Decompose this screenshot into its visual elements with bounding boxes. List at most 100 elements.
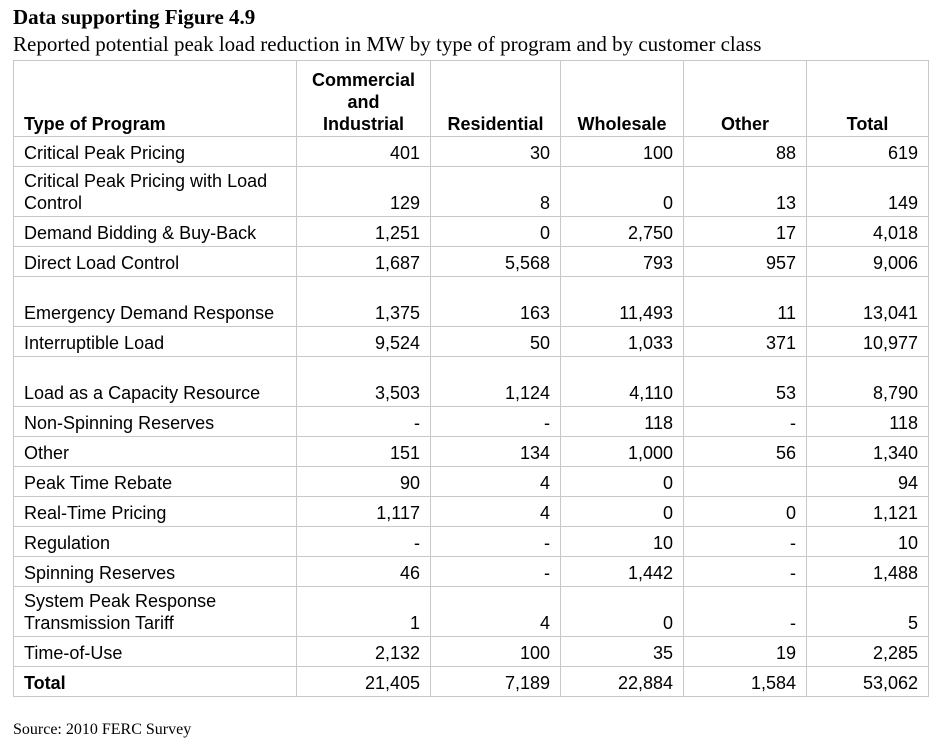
cell-program: Demand Bidding & Buy-Back bbox=[13, 216, 297, 247]
cell-residential: 0 bbox=[430, 216, 561, 247]
cell-wholesale: 0 bbox=[560, 466, 684, 497]
cell-other: - bbox=[683, 586, 807, 637]
table-row: Critical Peak Pricing with Load Control 1… bbox=[13, 166, 929, 217]
cell-program: Emergency Demand Response bbox=[13, 276, 297, 327]
cell-program: Peak Time Rebate bbox=[13, 466, 297, 497]
cell-program: Total bbox=[13, 666, 297, 697]
cell-total: 2,285 bbox=[806, 636, 929, 667]
cell-program: Time-of-Use bbox=[13, 636, 297, 667]
header-other: Other bbox=[683, 60, 807, 137]
table-row: Peak Time Rebate 90 4 0 94 bbox=[13, 466, 929, 497]
source-note: Source: 2010 FERC Survey bbox=[13, 721, 192, 738]
cell-program: Critical Peak Pricing with Load Control bbox=[13, 166, 297, 217]
cell-wholesale: 1,033 bbox=[560, 326, 684, 357]
cell-total: 9,006 bbox=[806, 246, 929, 277]
cell-wholesale: 10 bbox=[560, 526, 684, 557]
cell-other: 1,584 bbox=[683, 666, 807, 697]
cell-other: 19 bbox=[683, 636, 807, 667]
table-row: Interruptible Load 9,524 50 1,033 371 10,977 bbox=[13, 326, 929, 357]
table-row: Real-Time Pricing 1,117 4 0 0 1,121 bbox=[13, 496, 929, 527]
cell-other: - bbox=[683, 526, 807, 557]
cell-program: Non-Spinning Reserves bbox=[13, 406, 297, 437]
cell-program: Real-Time Pricing bbox=[13, 496, 297, 527]
cell-residential: - bbox=[430, 556, 561, 587]
cell-residential: 1,124 bbox=[430, 356, 561, 407]
cell-total: 10,977 bbox=[806, 326, 929, 357]
cell-commercial-industrial: 1,251 bbox=[296, 216, 431, 247]
cell-residential: 163 bbox=[430, 276, 561, 327]
cell-wholesale: 100 bbox=[560, 136, 684, 167]
cell-wholesale: 0 bbox=[560, 586, 684, 637]
cell-total: 619 bbox=[806, 136, 929, 167]
header-row: Type of Program Commercial and Industria… bbox=[13, 60, 929, 137]
cell-other: - bbox=[683, 406, 807, 437]
cell-commercial-industrial: 2,132 bbox=[296, 636, 431, 667]
cell-wholesale: 0 bbox=[560, 166, 684, 217]
cell-residential: 4 bbox=[430, 586, 561, 637]
cell-residential: 4 bbox=[430, 466, 561, 497]
cell-total: 53,062 bbox=[806, 666, 929, 697]
cell-commercial-industrial: 3,503 bbox=[296, 356, 431, 407]
cell-commercial-industrial: 1,117 bbox=[296, 496, 431, 527]
data-table: Type of Program Commercial and Industria… bbox=[13, 60, 929, 697]
cell-other: - bbox=[683, 556, 807, 587]
header-residential: Residential bbox=[430, 60, 561, 137]
cell-total: 149 bbox=[806, 166, 929, 217]
cell-commercial-industrial: - bbox=[296, 526, 431, 557]
cell-commercial-industrial: - bbox=[296, 406, 431, 437]
cell-wholesale: 4,110 bbox=[560, 356, 684, 407]
document-subtitle: Reported potential peak load reduction i… bbox=[13, 32, 762, 56]
cell-wholesale: 22,884 bbox=[560, 666, 684, 697]
cell-total: 94 bbox=[806, 466, 929, 497]
header-type-of-program: Type of Program bbox=[13, 60, 297, 137]
cell-other: 17 bbox=[683, 216, 807, 247]
cell-wholesale: 1,442 bbox=[560, 556, 684, 587]
table-row: Non-Spinning Reserves - -118-118 bbox=[13, 406, 929, 437]
cell-total: 4,018 bbox=[806, 216, 929, 247]
cell-other: 11 bbox=[683, 276, 807, 327]
cell-residential: 30 bbox=[430, 136, 561, 167]
cell-total: 8,790 bbox=[806, 356, 929, 407]
cell-residential: 100 bbox=[430, 636, 561, 667]
cell-other: 88 bbox=[683, 136, 807, 167]
cell-commercial-industrial: 21,405 bbox=[296, 666, 431, 697]
cell-commercial-industrial: 129 bbox=[296, 166, 431, 217]
cell-other bbox=[683, 466, 807, 497]
cell-program: Direct Load Control bbox=[13, 246, 297, 277]
table-row: Load as a Capacity Resource 3,503 1,124 4,1… bbox=[13, 356, 929, 407]
document-title: Data supporting Figure 4.9 bbox=[13, 5, 256, 29]
table-row: Spinning Reserves 46-1,442-1,488 bbox=[13, 556, 929, 587]
cell-other: 371 bbox=[683, 326, 807, 357]
table-row: Emergency Demand Response 1,375 163 11,493 1… bbox=[13, 276, 929, 327]
cell-total: 10 bbox=[806, 526, 929, 557]
cell-total: 1,340 bbox=[806, 436, 929, 467]
total-row: Total 21,405 7,189 22,884 1,584 53,062 bbox=[13, 666, 929, 697]
cell-commercial-industrial: 1,375 bbox=[296, 276, 431, 327]
cell-commercial-industrial: 90 bbox=[296, 466, 431, 497]
cell-program: Interruptible Load bbox=[13, 326, 297, 357]
table-row: Demand Bidding & Buy-Back 1,251 0 2,750 17 4,… bbox=[13, 216, 929, 247]
table-row: Time-of-Use 2,132 100 35 19 2,285 bbox=[13, 636, 929, 667]
cell-residential: 134 bbox=[430, 436, 561, 467]
cell-commercial-industrial: 46 bbox=[296, 556, 431, 587]
cell-total: 1,488 bbox=[806, 556, 929, 587]
cell-residential: 8 bbox=[430, 166, 561, 217]
table-row: Other 151 134 1,000 56 1,340 bbox=[13, 436, 929, 467]
cell-wholesale: 118 bbox=[560, 406, 684, 437]
header-commercial-industrial: Commercial and Industrial bbox=[296, 60, 431, 137]
table-row: Regulation - -10-10 bbox=[13, 526, 929, 557]
cell-residential: - bbox=[430, 526, 561, 557]
cell-wholesale: 11,493 bbox=[560, 276, 684, 327]
cell-residential: 50 bbox=[430, 326, 561, 357]
cell-program: Load as a Capacity Resource bbox=[13, 356, 297, 407]
cell-other: 53 bbox=[683, 356, 807, 407]
cell-other: 13 bbox=[683, 166, 807, 217]
cell-total: 13,041 bbox=[806, 276, 929, 327]
cell-wholesale: 0 bbox=[560, 496, 684, 527]
cell-commercial-industrial: 151 bbox=[296, 436, 431, 467]
cell-program: Other bbox=[13, 436, 297, 467]
cell-total: 5 bbox=[806, 586, 929, 637]
cell-total: 1,121 bbox=[806, 496, 929, 527]
cell-commercial-industrial: 1,687 bbox=[296, 246, 431, 277]
cell-program: System Peak Response Transmission Tariff bbox=[13, 586, 297, 637]
